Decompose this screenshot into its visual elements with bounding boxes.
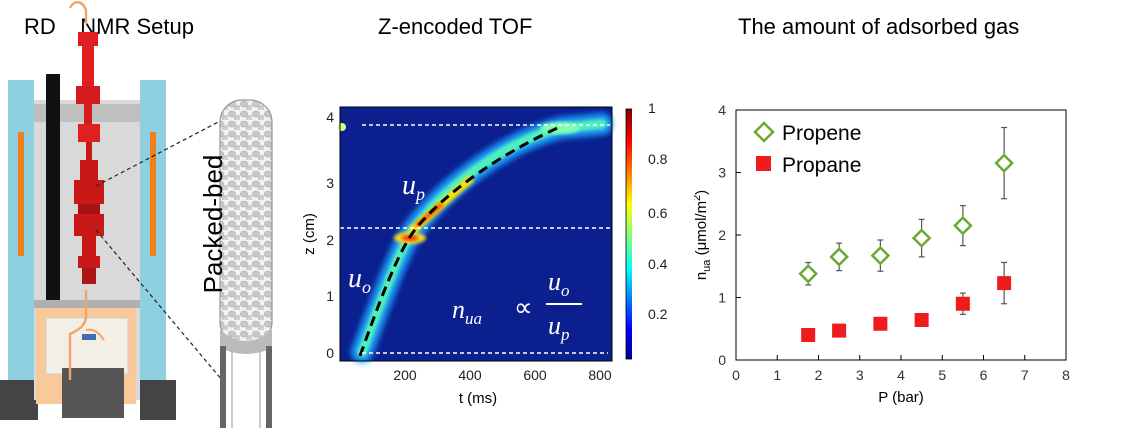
y-tick-label: 4 (718, 102, 726, 118)
tof-ytick-4: 4 (326, 109, 334, 125)
adsorbed-gas-title: The amount of adsorbed gas (738, 14, 1020, 39)
adsorbed-gas-chart: 0 1 2 3 4 5 6 7 8 0 1 2 3 4 Propene Propane P (bar) n… (694, 102, 1070, 406)
uo-label: uo (348, 263, 371, 297)
plot-frame (735, 109, 1067, 361)
chart-ylabel: nua (μmol/m2) (694, 190, 713, 280)
tof-ytick-0: 0 (326, 345, 334, 361)
tof-ytick-3: 3 (326, 175, 334, 191)
x-tick-label: 8 (1062, 367, 1070, 383)
magnet-base-right (140, 380, 176, 420)
y-tick-label: 2 (718, 227, 726, 243)
formula-propto: ∝ (514, 292, 533, 322)
legend-propane-marker (756, 156, 771, 171)
cbar-tick-0.6: 0.6 (648, 205, 668, 221)
x-tick-label: 6 (980, 367, 988, 383)
colorbar-labels: 0.2 0.4 0.6 0.8 1 (648, 100, 668, 322)
x-tick-label: 0 (732, 367, 740, 383)
legend-propene: Propene (782, 122, 861, 145)
cbar-tick-0.8: 0.8 (648, 151, 668, 167)
propene-point (953, 215, 973, 236)
tof-xtick-800: 800 (588, 367, 612, 383)
up-label: up (402, 170, 425, 204)
y-tick-label: 1 (718, 290, 726, 306)
formula-numerator: uo (548, 267, 570, 300)
setup-title: RD NMR Setup (24, 14, 194, 39)
legend: Propene Propane (753, 121, 861, 177)
y-tick-label: 0 (718, 352, 726, 368)
y-tick-label: 3 (718, 165, 726, 181)
nmr-setup-diagram: Packed-bed (0, 1, 273, 428)
propane-point (832, 323, 847, 338)
tof-xtick-400: 400 (458, 367, 482, 383)
tof-title: Z-encoded TOF (378, 14, 533, 39)
tof-xlabel: t (ms) (459, 390, 497, 407)
x-tick-label: 5 (938, 367, 946, 383)
tof-ytick-1: 1 (326, 288, 334, 304)
propene-point (911, 228, 932, 248)
rf-coil-left (18, 132, 24, 256)
tof-plot: up uo nua ∝ uo up 0 1 2 3 4 200 400 600 … (301, 106, 632, 407)
formula-denominator: up (548, 311, 570, 344)
x-tick-label: 7 (1021, 367, 1029, 383)
tof-xtick-200: 200 (393, 367, 417, 383)
propene-point (994, 153, 1014, 173)
propane-point (873, 316, 888, 331)
rf-coil-right (150, 132, 156, 256)
cbar-tick-1: 1 (648, 100, 656, 116)
x-tick-label: 1 (773, 367, 781, 383)
propene-point (798, 263, 818, 284)
formula-lhs: nua (452, 295, 482, 328)
propane-point (914, 313, 929, 327)
propane-point (955, 296, 970, 311)
x-tick-label: 2 (815, 367, 823, 383)
legend-propane: Propane (782, 154, 861, 177)
packed-bed-label: Packed-bed (198, 155, 228, 294)
colorbar (625, 108, 632, 360)
propene-point (870, 245, 891, 266)
x-tick-label: 4 (897, 367, 905, 383)
legend-propene-marker (753, 121, 775, 143)
cbar-tick-0.4: 0.4 (648, 256, 668, 272)
tof-ytick-2: 2 (326, 232, 334, 248)
magnet-base-left (0, 380, 38, 420)
fit-line (358, 124, 563, 357)
tof-ylabel: z (cm) (301, 213, 318, 255)
tof-xtick-600: 600 (523, 367, 547, 383)
propene-point (829, 247, 849, 267)
chart-xlabel: P (bar) (878, 389, 924, 406)
base-block (62, 368, 124, 418)
propane-point (997, 276, 1012, 291)
propane-point (801, 328, 816, 342)
x-tick-label: 3 (856, 367, 864, 383)
cbar-tick-0.2: 0.2 (648, 306, 668, 322)
probe-rod (46, 74, 60, 300)
